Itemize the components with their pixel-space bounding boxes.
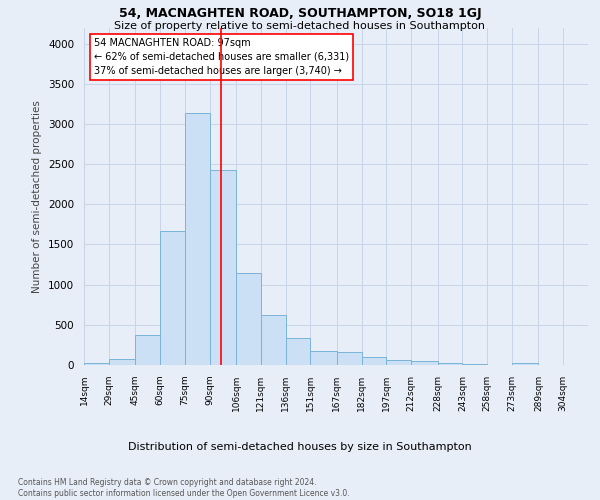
Text: Distribution of semi-detached houses by size in Southampton: Distribution of semi-detached houses by … — [128, 442, 472, 452]
Bar — [135, 336, 160, 365]
Bar — [109, 358, 135, 365]
Bar — [236, 274, 261, 365]
Y-axis label: Number of semi-detached properties: Number of semi-detached properties — [32, 100, 43, 292]
Bar — [362, 356, 386, 365]
Bar — [286, 338, 310, 365]
Text: 54, MACNAGHTEN ROAD, SOUTHAMPTON, SO18 1GJ: 54, MACNAGHTEN ROAD, SOUTHAMPTON, SO18 1… — [119, 8, 481, 20]
Bar — [437, 362, 463, 365]
Bar — [261, 315, 286, 365]
Bar — [310, 351, 337, 365]
Bar — [209, 170, 236, 365]
Bar — [84, 362, 109, 365]
Bar — [386, 360, 411, 365]
Bar — [463, 364, 487, 365]
Bar — [512, 362, 538, 365]
Bar — [160, 231, 185, 365]
Bar — [185, 114, 209, 365]
Bar — [411, 361, 437, 365]
Text: 54 MACNAGHTEN ROAD: 97sqm
← 62% of semi-detached houses are smaller (6,331)
37% : 54 MACNAGHTEN ROAD: 97sqm ← 62% of semi-… — [94, 38, 349, 76]
Text: Size of property relative to semi-detached houses in Southampton: Size of property relative to semi-detach… — [115, 21, 485, 31]
Text: Contains HM Land Registry data © Crown copyright and database right 2024.
Contai: Contains HM Land Registry data © Crown c… — [18, 478, 350, 498]
Bar — [337, 352, 362, 365]
